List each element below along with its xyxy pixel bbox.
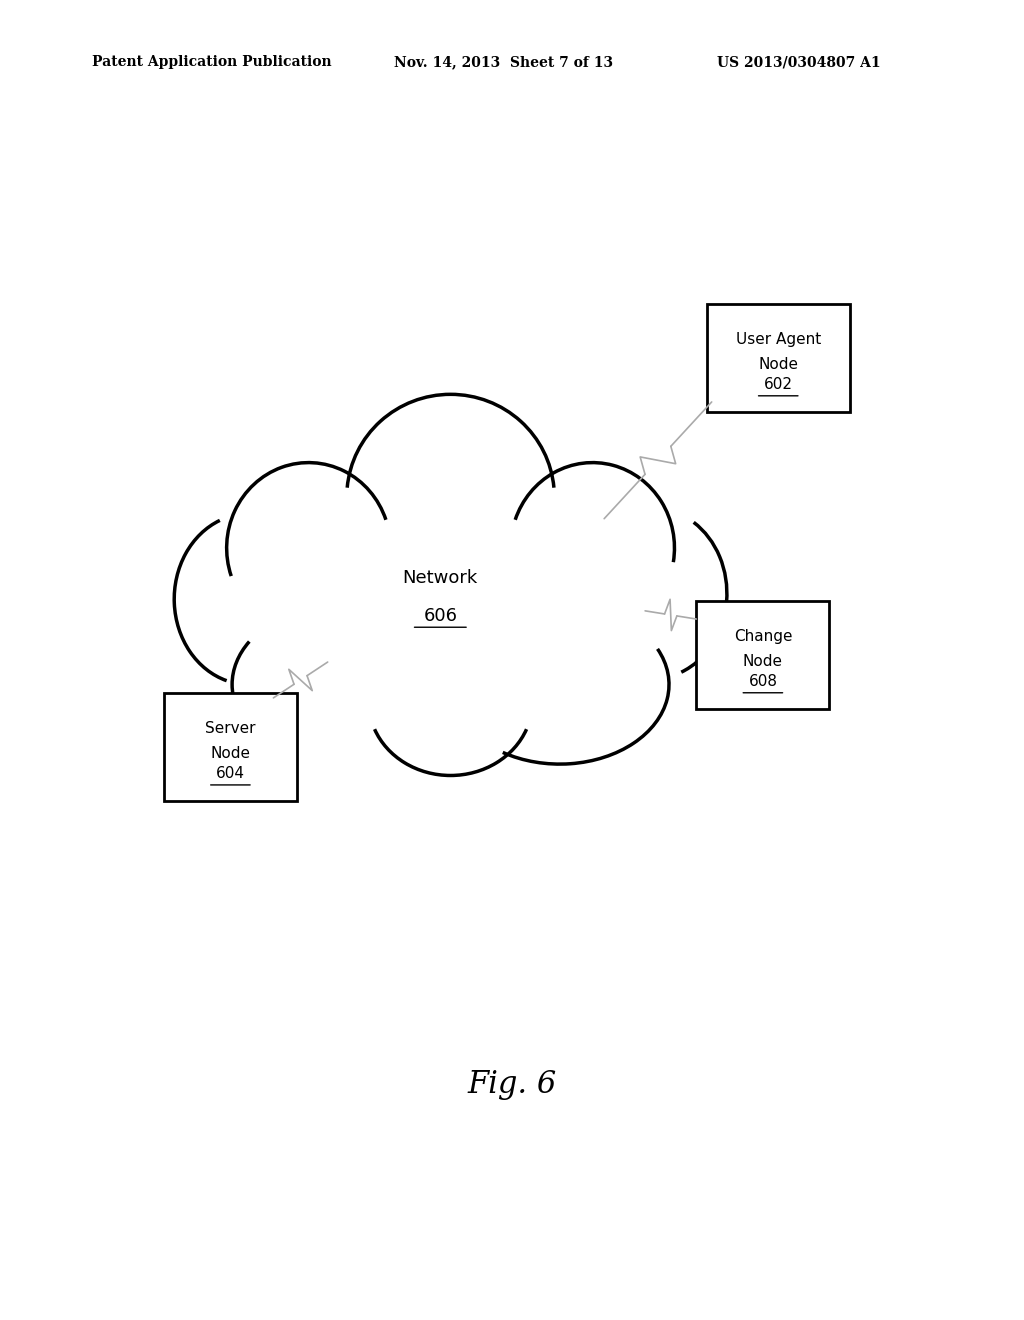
FancyBboxPatch shape	[696, 601, 829, 709]
Text: 608: 608	[749, 675, 777, 689]
Text: Node: Node	[210, 746, 251, 760]
Text: Fig. 6: Fig. 6	[467, 1069, 557, 1101]
Text: Network: Network	[402, 569, 478, 587]
Text: Nov. 14, 2013  Sheet 7 of 13: Nov. 14, 2013 Sheet 7 of 13	[394, 55, 613, 70]
Text: User Agent: User Agent	[735, 333, 821, 347]
Text: Patent Application Publication: Patent Application Publication	[92, 55, 332, 70]
Text: 606: 606	[423, 607, 458, 624]
FancyBboxPatch shape	[164, 693, 297, 801]
Text: Node: Node	[758, 356, 799, 371]
Text: Change: Change	[733, 628, 793, 644]
Text: US 2013/0304807 A1: US 2013/0304807 A1	[717, 55, 881, 70]
Text: 602: 602	[764, 378, 793, 392]
Text: Server: Server	[205, 721, 256, 737]
Text: Node: Node	[742, 653, 783, 668]
FancyBboxPatch shape	[707, 304, 850, 412]
Text: 604: 604	[216, 766, 245, 781]
